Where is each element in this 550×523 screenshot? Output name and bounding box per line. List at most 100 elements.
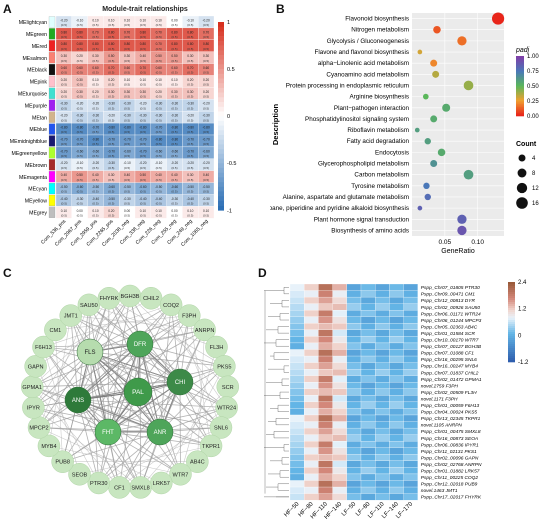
cell-correlation: -0.30 <box>108 102 115 106</box>
module-label: MEsalmon <box>22 56 47 62</box>
expression-cell <box>289 414 305 422</box>
padj-legend-segment <box>516 78 524 81</box>
pathway-dot <box>417 49 423 55</box>
network-edge <box>43 346 80 475</box>
network-edge <box>89 351 109 433</box>
center-gene-label: PAL <box>132 389 144 396</box>
expression-cell <box>304 355 319 363</box>
scale-segment <box>218 31 224 37</box>
cell-pvalue: (0.5) <box>203 59 209 63</box>
cell-correlation: -0.70 <box>123 137 130 141</box>
cell-pvalue: (0.5) <box>140 83 146 87</box>
dendrogram-branch <box>281 300 289 308</box>
outer-gene-label: SNL6 <box>214 426 228 432</box>
expression-cell <box>346 454 362 461</box>
gene-label: Pspp_Chr04_00024 PKS5 <box>421 410 478 416</box>
cell-pvalue: (0.5) <box>92 154 98 158</box>
dendrogram-branch <box>281 378 289 386</box>
cell-pvalue: (0.5) <box>61 118 67 122</box>
expression-cell <box>304 303 319 311</box>
network-edge <box>77 315 190 401</box>
cell-correlation: -0.60 <box>76 185 83 189</box>
module-label: MEpurple <box>25 103 47 109</box>
outer-gene-label: PTR30 <box>90 481 107 487</box>
expression-cell <box>389 460 404 468</box>
cell-correlation: 0.10 <box>124 78 130 82</box>
expression-cell <box>318 414 333 422</box>
x-axis-title: GeneRatio <box>441 248 475 255</box>
expression-cell <box>346 323 362 330</box>
cell-pvalue: (0.5) <box>187 23 193 27</box>
panel-c-letter: C <box>3 266 12 280</box>
network-edge <box>89 351 225 367</box>
cell-correlation: -0.30 <box>139 114 146 118</box>
network-edge <box>88 304 109 433</box>
expression-cell <box>360 310 376 317</box>
network-edge <box>140 386 229 488</box>
expression-cell <box>389 349 404 357</box>
expression-cell <box>304 349 319 357</box>
padj-legend-segment <box>516 89 524 91</box>
expression-cell <box>289 303 305 311</box>
gene-label: Pspp_Chr09_00471 CM1 <box>421 292 475 298</box>
cell-correlation: 0.20 <box>203 78 209 82</box>
expression-cell <box>289 434 305 442</box>
expression-cell <box>375 349 390 357</box>
network-edge <box>77 343 141 401</box>
pathway-dot <box>432 70 440 78</box>
expression-cell <box>318 369 333 376</box>
cell-correlation: 0.40 <box>92 173 98 177</box>
scale-segment <box>218 50 224 56</box>
expression-cell <box>360 414 376 422</box>
expression-cell <box>403 441 418 448</box>
scale-segment <box>508 314 515 317</box>
expression-cell <box>403 316 418 324</box>
cell-pvalue: (0.5) <box>108 118 114 122</box>
gene-label: Pspp_Chr02_02768 ANRPN <box>421 462 482 468</box>
cell-pvalue: (0.5) <box>187 190 193 194</box>
expression-cell <box>304 427 319 435</box>
count-legend-dot <box>517 168 527 178</box>
padj-legend-segment <box>516 98 524 100</box>
network-edge <box>107 343 141 433</box>
cell-pvalue: (0.5) <box>203 95 209 99</box>
cell-pvalue: (0.5) <box>108 190 114 194</box>
cell-pvalue: (0.5) <box>156 154 162 158</box>
cell-pvalue: (0.5) <box>92 47 98 51</box>
cell-correlation: 0.60 <box>61 66 67 70</box>
cell-pvalue: (0.5) <box>108 71 114 75</box>
expression-cell <box>360 303 376 311</box>
scale-tick: 0 <box>518 333 522 339</box>
cell-correlation: -0.80 <box>155 137 162 141</box>
expression-cell <box>389 382 404 389</box>
module-label: MEyellow <box>25 199 47 205</box>
outer-gene-label: SMXL8 <box>131 485 149 491</box>
network-edge <box>77 399 222 428</box>
expression-cell <box>318 454 333 461</box>
cell-correlation: -0.70 <box>187 149 194 153</box>
expression-cell <box>318 473 333 481</box>
cell-pvalue: (0.5) <box>92 95 98 99</box>
expression-cell <box>318 441 333 448</box>
cell-pvalue: (0.5) <box>140 71 146 75</box>
scale-segment <box>218 87 224 93</box>
expression-cell <box>346 316 362 324</box>
cell-pvalue: (0.5) <box>171 154 177 158</box>
expression-cell <box>389 493 404 501</box>
cell-correlation: -0.40 <box>187 197 194 201</box>
module-color-swatch <box>48 171 56 183</box>
expression-cell <box>332 355 347 363</box>
expression-cell <box>346 434 362 442</box>
pathway-dot <box>433 25 441 34</box>
padj-legend-segment <box>516 99 524 102</box>
expression-cell <box>403 493 418 501</box>
scale-segment <box>218 116 224 122</box>
cell-correlation: 0.10 <box>203 209 209 213</box>
expression-cell <box>375 375 390 383</box>
core-gene-node <box>146 418 174 446</box>
pathway-label: Plant−pathogen interaction <box>334 105 410 112</box>
cell-pvalue: (0.5) <box>108 154 114 158</box>
expression-cell <box>346 303 362 311</box>
expression-cell <box>403 460 418 468</box>
